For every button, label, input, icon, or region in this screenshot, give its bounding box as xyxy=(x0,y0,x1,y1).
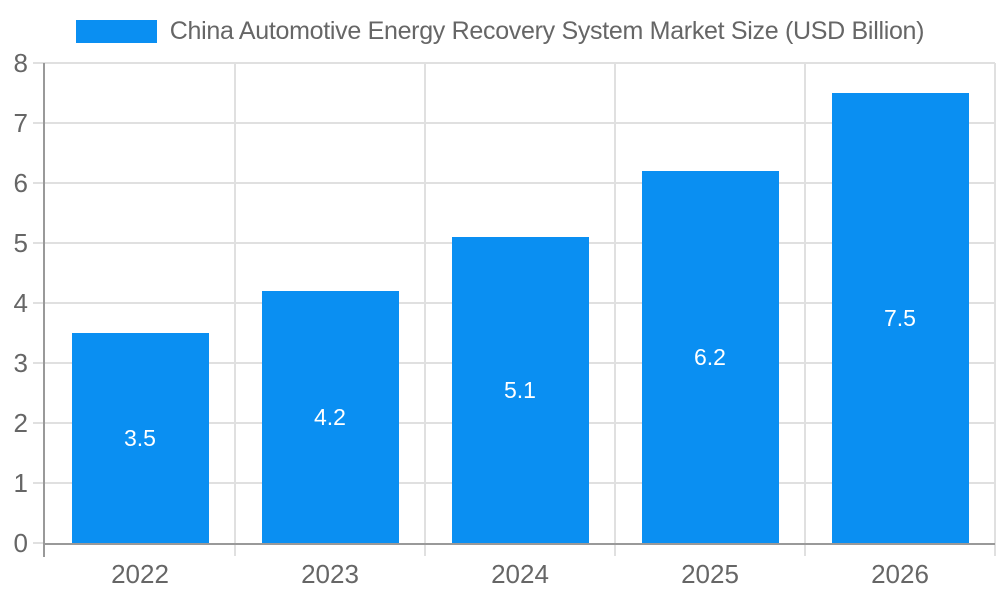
y-tick-label: 5 xyxy=(13,228,28,258)
y-tick-label: 1 xyxy=(13,468,28,498)
y-axis-tick xyxy=(33,542,45,544)
bar-2024: 5.1 xyxy=(451,237,589,543)
y-axis-tick xyxy=(33,302,45,304)
x-tick-label-2023: 2023 xyxy=(301,559,359,589)
y-axis-tick xyxy=(33,362,45,364)
h-gridline xyxy=(45,182,995,184)
x-tick-label-2026: 2026 xyxy=(871,559,929,589)
v-gridline xyxy=(994,63,996,556)
bar-value-label: 6.2 xyxy=(694,343,726,370)
bar-2022: 3.5 xyxy=(71,333,209,543)
y-tick-label: 4 xyxy=(13,288,28,318)
y-tick-label: 3 xyxy=(13,348,28,378)
y-axis-tick xyxy=(33,242,45,244)
v-gridline xyxy=(804,63,806,556)
v-gridline xyxy=(424,63,426,556)
v-gridline xyxy=(614,63,616,556)
y-tick-label: 8 xyxy=(13,48,28,78)
h-gridline xyxy=(45,62,995,64)
y-axis-tick xyxy=(33,182,45,184)
y-axis-tick xyxy=(33,122,45,124)
bar-2025: 6.2 xyxy=(641,171,779,543)
legend-item[interactable]: China Automotive Energy Recovery System … xyxy=(75,17,925,46)
y-axis-tick xyxy=(33,482,45,484)
x-tick-label-2025: 2025 xyxy=(681,559,739,589)
y-tick-label: 6 xyxy=(13,168,28,198)
y-tick-label: 7 xyxy=(13,108,28,138)
x-tick-label-2024: 2024 xyxy=(491,559,549,589)
x-axis-line xyxy=(43,543,995,545)
x-tick-label-2022: 2022 xyxy=(111,559,169,589)
legend: China Automotive Energy Recovery System … xyxy=(0,17,1000,46)
legend-label: China Automotive Energy Recovery System … xyxy=(169,17,925,45)
y-axis-tick xyxy=(33,422,45,424)
bar-value-label: 4.2 xyxy=(314,403,346,430)
bar-2026: 7.5 xyxy=(831,93,969,543)
bar-value-label: 5.1 xyxy=(504,376,536,403)
y-tick-label: 0 xyxy=(13,528,28,558)
legend-swatch-icon xyxy=(75,20,157,43)
bar-value-label: 3.5 xyxy=(124,424,156,451)
y-tick-label: 2 xyxy=(13,408,28,438)
v-gridline xyxy=(234,63,236,556)
bar-value-label: 7.5 xyxy=(884,304,916,331)
bar-2023: 4.2 xyxy=(261,291,399,543)
y-axis-tick xyxy=(33,62,45,64)
y-axis-line xyxy=(43,63,45,557)
h-gridline xyxy=(45,122,995,124)
